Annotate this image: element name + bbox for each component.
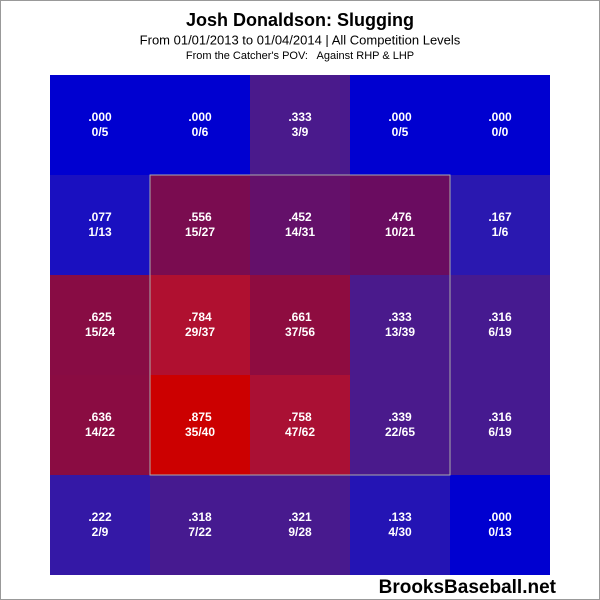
cell [450, 75, 550, 175]
footer: BrooksBaseball.net [379, 577, 557, 598]
cell-count: 22/65 [385, 425, 415, 439]
cell-value: .556 [188, 210, 212, 224]
cell-count: 6/19 [488, 325, 512, 339]
cell-count: 15/27 [185, 225, 215, 239]
cell [150, 375, 250, 475]
cell-count: 10/21 [385, 225, 415, 239]
cell-value: .321 [288, 510, 312, 524]
cell [450, 375, 550, 475]
cell-count: 3/9 [292, 125, 309, 139]
cell-value: .167 [488, 210, 512, 224]
cell-count: 1/6 [492, 225, 509, 239]
cell [50, 375, 150, 475]
cell [250, 375, 350, 475]
cell-value: .000 [488, 510, 512, 524]
cell-value: .000 [88, 110, 112, 124]
chart-note: From the Catcher's POV: Against RHP & LH… [186, 50, 414, 62]
cell [350, 175, 450, 275]
cell-value: .875 [188, 410, 212, 424]
chart-subtitle: From 01/01/2013 to 01/04/2014 | All Comp… [140, 32, 461, 47]
cell [450, 175, 550, 275]
cell-value: .758 [288, 410, 312, 424]
cell [50, 175, 150, 275]
cell-value: .133 [388, 510, 412, 524]
cell-value: .636 [88, 410, 112, 424]
cell-count: 14/22 [85, 425, 115, 439]
cell-value: .661 [288, 310, 312, 324]
cell-count: 7/22 [188, 525, 212, 539]
cell [150, 175, 250, 275]
cell-value: .625 [88, 310, 112, 324]
cell [150, 475, 250, 575]
cell-value: .316 [488, 310, 512, 324]
cell-value: .077 [88, 210, 112, 224]
cell-value: .333 [388, 310, 412, 324]
cell-count: 0/5 [392, 125, 409, 139]
cell-count: 0/0 [492, 125, 509, 139]
cell-count: 37/56 [285, 325, 315, 339]
cell-count: 29/37 [185, 325, 215, 339]
strike-zone [149, 174, 451, 476]
cell-value: .339 [388, 410, 412, 424]
cell-count: 9/28 [288, 525, 312, 539]
cell-count: 0/5 [92, 125, 109, 139]
cell-value: .000 [188, 110, 212, 124]
cell [250, 275, 350, 375]
cell-value: .476 [388, 210, 412, 224]
cell [250, 75, 350, 175]
cell [450, 275, 550, 375]
cell [50, 475, 150, 575]
cell-value: .000 [488, 110, 512, 124]
cell [50, 75, 150, 175]
cell [250, 475, 350, 575]
cell-count: 13/39 [385, 325, 415, 339]
cell [350, 375, 450, 475]
cell [350, 475, 450, 575]
cell-value: .784 [188, 310, 212, 324]
cell-value: .316 [488, 410, 512, 424]
cell [50, 275, 150, 375]
cell-value: .452 [288, 210, 312, 224]
grid: .0000/5.0000/6.3333/9.0000/5.0000/0.0771… [50, 75, 550, 575]
cell-count: 6/19 [488, 425, 512, 439]
cell-count: 1/13 [88, 225, 112, 239]
chart-title: Josh Donaldson: Slugging [186, 10, 414, 30]
cell [350, 275, 450, 375]
cell [250, 175, 350, 275]
cell-count: 4/30 [388, 525, 412, 539]
cell-value: .318 [188, 510, 212, 524]
cell-value: .000 [388, 110, 412, 124]
cell-count: 15/24 [85, 325, 115, 339]
cell-count: 47/62 [285, 425, 315, 439]
cell-count: 0/13 [488, 525, 512, 539]
cell-value: .222 [88, 510, 112, 524]
cell [150, 275, 250, 375]
cell [350, 75, 450, 175]
cell-count: 0/6 [192, 125, 209, 139]
cell-count: 2/9 [92, 525, 109, 539]
cell-value: .333 [288, 110, 312, 124]
cell [150, 75, 250, 175]
cell-count: 35/40 [185, 425, 215, 439]
cell-count: 14/31 [285, 225, 315, 239]
cell [450, 475, 550, 575]
